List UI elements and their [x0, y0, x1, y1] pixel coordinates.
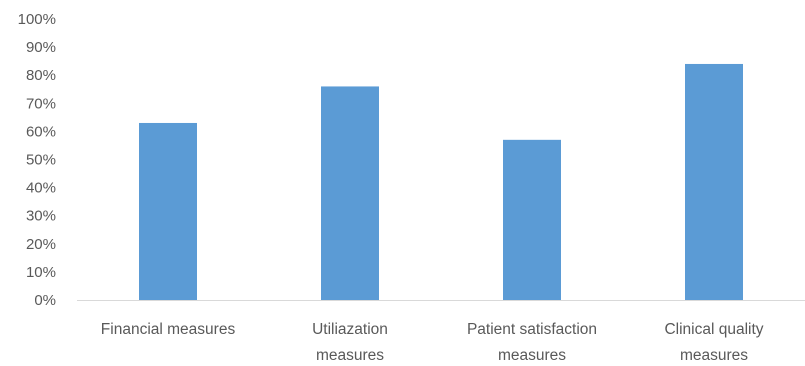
y-tick-label: 50%: [26, 152, 56, 169]
y-axis-ticks: 0% 10% 20% 30% 40% 50% 60% 70% 80% 90% 100%: [18, 11, 56, 309]
x-axis-labels: Financial measures Utiliazation measuresPa…: [101, 321, 764, 364]
y-tick-label: 0%: [34, 292, 56, 309]
x-category-label-line: measures: [498, 347, 566, 364]
bar: [685, 63, 743, 301]
y-tick-label: 20%: [26, 236, 56, 253]
y-tick-label: 100%: [18, 11, 56, 28]
bar: [321, 86, 379, 300]
y-tick-label: 30%: [26, 208, 56, 225]
bar: [139, 122, 197, 300]
x-category-label-line: Clinical quality: [664, 321, 763, 338]
y-tick-label: 90%: [26, 39, 56, 56]
x-category-label-line: Utiliazation: [312, 321, 388, 338]
bars: [139, 63, 743, 301]
bar: [503, 139, 561, 300]
x-category-label-line: Financial measures: [101, 321, 236, 338]
y-tick-label: 70%: [26, 95, 56, 112]
x-category-label: Financial measures: [101, 321, 236, 338]
y-tick-label: 80%: [26, 67, 56, 84]
y-tick-label: 40%: [26, 180, 56, 197]
y-tick-label: 10%: [26, 264, 56, 281]
x-category-label: Utiliazation measures: [312, 321, 388, 364]
x-category-label-line: measures: [316, 347, 384, 364]
x-category-label: Patient satisfaction measures: [467, 321, 597, 364]
x-category-label: Clinical quality measures: [664, 321, 763, 364]
x-category-label-line: Patient satisfaction: [467, 321, 597, 338]
x-category-label-line: measures: [680, 347, 748, 364]
y-tick-label: 60%: [26, 123, 56, 140]
